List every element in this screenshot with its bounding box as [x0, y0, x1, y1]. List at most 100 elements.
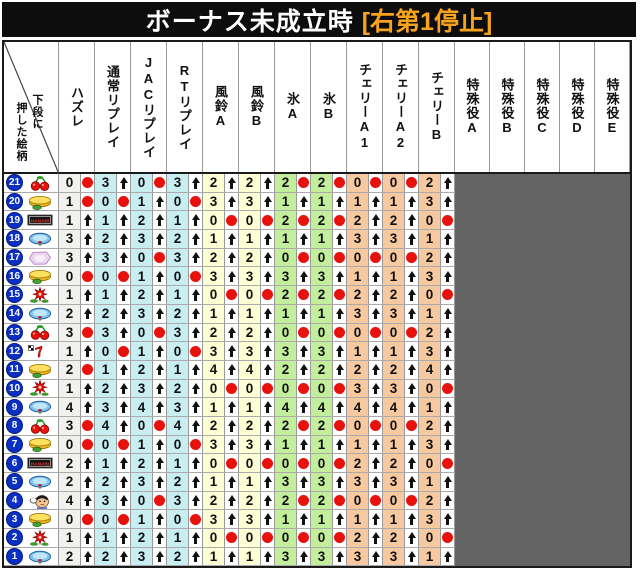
windchime-icon [24, 361, 55, 378]
value-cell-furin-a: 3 [203, 342, 225, 360]
row-6: 6 HANABI 2 1 2 1 0 0 0 0 2 2 0 [4, 454, 630, 473]
value-cell-furin-b: 2 [239, 248, 261, 267]
up-arrow-icon [405, 435, 419, 454]
stop-dot-icon [369, 174, 383, 192]
value-cell-koori-b: 1 [311, 230, 333, 248]
value-cell-cherry-b: 2 [419, 323, 441, 342]
up-arrow-icon [333, 360, 347, 379]
value-cell-cherry-a1: 3 [347, 379, 369, 398]
up-arrow-icon [117, 473, 131, 491]
col-header-special-e: 特殊役E [595, 42, 630, 172]
page-title-bracket: [右第1停止] [361, 7, 493, 36]
value-cell-koori-a: 1 [275, 304, 297, 323]
value-cell-rt-replay: 0 [167, 342, 189, 360]
stop-dot-icon [297, 454, 311, 472]
stop-dot-icon [369, 248, 383, 267]
value-cell-furin-b: 1 [239, 547, 261, 566]
value-cell-koori-a: 2 [275, 360, 297, 379]
up-arrow-icon [261, 342, 275, 360]
up-arrow-icon [405, 379, 419, 398]
stop-dot-icon [189, 267, 203, 286]
value-cell-rt-replay: 3 [167, 248, 189, 267]
cherry-icon [24, 417, 55, 434]
up-arrow-icon [297, 360, 311, 379]
row-label: 4 [4, 491, 59, 510]
value-cell-tsujo-replay: 3 [95, 323, 117, 342]
up-arrow-icon [153, 435, 167, 454]
position-badge: 3 [6, 510, 23, 528]
row-label: 10 [4, 379, 59, 398]
up-arrow-icon [405, 267, 419, 286]
value-cell-cherry-a1: 1 [347, 267, 369, 286]
position-badge: 6 [6, 454, 23, 472]
col-header-label: チェリーB [429, 71, 444, 143]
row-16: 16 0 0 1 0 3 3 3 3 1 1 3 [4, 267, 630, 287]
table-body: 21 0 3 0 3 2 2 2 2 0 0 2 20 1 0 1 0 3 3 1 1 1 1 3 19 HANABI 1 1 2 1 0 0… [4, 174, 630, 567]
value-cell-koori-a: 1 [275, 192, 297, 211]
stop-dot-icon [297, 529, 311, 547]
value-cell-koori-b: 1 [311, 304, 333, 323]
value-cell-cherry-a2: 2 [383, 211, 405, 230]
value-cell-cherry-a1: 0 [347, 416, 369, 435]
value-cell-koori-a: 0 [275, 248, 297, 267]
value-cell-koori-a: 2 [275, 174, 297, 192]
up-arrow-icon [441, 416, 455, 435]
col-header-label: 特殊役C [534, 78, 550, 136]
value-cell-cherry-a2: 4 [383, 398, 405, 416]
value-cell-hazure: 2 [59, 473, 81, 491]
row-20: 20 1 0 1 0 3 3 1 1 1 1 3 [4, 192, 630, 212]
value-cell-tsujo-replay: 3 [95, 491, 117, 510]
value-cell-koori-a: 0 [275, 529, 297, 547]
value-cell-koori-b: 2 [311, 211, 333, 230]
up-arrow-icon [153, 230, 167, 248]
value-cell-tsujo-replay: 1 [95, 286, 117, 304]
up-arrow-icon [261, 267, 275, 286]
up-arrow-icon [333, 398, 347, 416]
value-cell-tsujo-replay: 2 [95, 304, 117, 323]
up-arrow-icon [261, 416, 275, 435]
up-arrow-icon [153, 379, 167, 398]
value-cell-koori-a: 1 [275, 510, 297, 529]
value-cell-jac-replay: 2 [131, 286, 153, 304]
donchan-icon [24, 492, 55, 509]
value-cell-cherry-a1: 2 [347, 211, 369, 230]
up-arrow-icon [189, 454, 203, 472]
up-arrow-icon [153, 192, 167, 211]
up-arrow-icon [441, 398, 455, 416]
value-cell-cherry-a2: 2 [383, 286, 405, 304]
col-header-cherry-b: チェリーB [419, 42, 455, 172]
value-cell-furin-b: 2 [239, 323, 261, 342]
row-label: 15 [4, 286, 59, 304]
up-arrow-icon [441, 342, 455, 360]
col-header-rt-replay: RTリプレイ [167, 42, 203, 172]
up-arrow-icon [81, 304, 95, 323]
windchime-icon [24, 193, 55, 210]
value-cell-furin-b: 2 [239, 174, 261, 192]
value-cell-jac-replay: 1 [131, 342, 153, 360]
stop-dot-icon [333, 286, 347, 304]
up-arrow-icon [81, 211, 95, 230]
value-cell-cherry-a1: 1 [347, 192, 369, 211]
value-cell-hazure: 1 [59, 192, 81, 211]
value-cell-koori-b: 4 [311, 398, 333, 416]
up-arrow-icon [81, 454, 95, 472]
stop-dot-icon [297, 174, 311, 192]
value-cell-furin-b: 0 [239, 379, 261, 398]
value-cell-rt-replay: 0 [167, 435, 189, 454]
up-arrow-icon [297, 435, 311, 454]
value-cell-tsujo-replay: 1 [95, 454, 117, 472]
up-arrow-icon [225, 416, 239, 435]
row-label: 19 HANABI [4, 211, 59, 230]
col-header-koori-a: 氷A [275, 42, 311, 172]
col-header-special-c: 特殊役C [525, 42, 560, 172]
value-cell-hazure: 3 [59, 248, 81, 267]
value-cell-rt-replay: 1 [167, 360, 189, 379]
stop-dot-icon [81, 323, 95, 342]
stop-dot-icon [81, 174, 95, 192]
up-arrow-icon [189, 416, 203, 435]
up-arrow-icon [297, 230, 311, 248]
stop-dot-icon [405, 248, 419, 267]
value-cell-koori-b: 0 [311, 454, 333, 472]
value-cell-rt-replay: 2 [167, 230, 189, 248]
